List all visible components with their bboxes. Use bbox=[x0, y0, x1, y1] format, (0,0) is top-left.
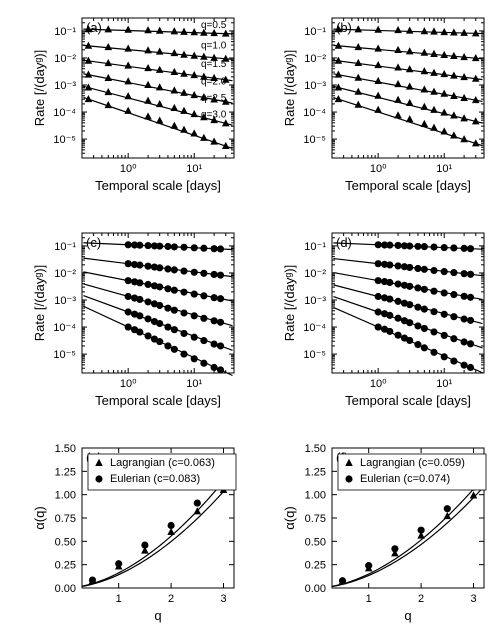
xlabel: Temporal scale [days] bbox=[345, 393, 471, 408]
ylabel: α(q) bbox=[282, 506, 297, 529]
xtick-label: 1 bbox=[366, 593, 372, 605]
panel-f: 1230.000.250.500.751.001.251.50qα(q)(f)L… bbox=[282, 443, 486, 623]
legend-item: Lagrangian (c=0.059) bbox=[360, 457, 465, 469]
ytick-label: 10⁻¹ bbox=[304, 241, 326, 253]
xlabel: q bbox=[154, 608, 161, 623]
ylabel: Rate [/(dayᵍ)] bbox=[32, 50, 47, 126]
xtick-label: 2 bbox=[418, 593, 424, 605]
xtick-label: 10¹ bbox=[436, 378, 452, 390]
legend-item: Eulerian (c=0.083) bbox=[110, 473, 200, 485]
xtick-label: 10⁰ bbox=[120, 378, 137, 390]
series-note: q=2.0 bbox=[201, 76, 227, 87]
ytick-label: 1.50 bbox=[305, 443, 326, 455]
ytick-label: 10⁻⁵ bbox=[303, 349, 326, 361]
figure: { "layout": { "w": 500, "h": 644, "col_l… bbox=[0, 0, 500, 644]
xtick-label: 10⁰ bbox=[120, 163, 137, 175]
xlabel: Temporal scale [days] bbox=[95, 393, 221, 408]
ytick-label: 1.50 bbox=[55, 443, 76, 455]
xtick-label: 10¹ bbox=[436, 163, 452, 175]
ytick-label: 0.25 bbox=[305, 560, 326, 572]
fit-line bbox=[332, 487, 484, 587]
ytick-label: 10⁻² bbox=[304, 268, 326, 280]
ytick-label: 0.75 bbox=[305, 513, 326, 525]
ytick-label: 1.25 bbox=[55, 466, 76, 478]
xtick-label: 10¹ bbox=[186, 378, 202, 390]
panel-b: 10⁰ 10¹ 10⁻⁵ 10⁻⁴ 10⁻³ 10⁻² 10⁻¹ Temporal scale… bbox=[282, 18, 484, 193]
panel-c: 10⁰ 10¹ 10⁻⁵ 10⁻⁴ 10⁻³ 10⁻² 10⁻¹ Temporal scale… bbox=[32, 233, 234, 408]
xtick-label: 1 bbox=[116, 593, 122, 605]
xlabel: Temporal scale [days] bbox=[95, 178, 221, 193]
ytick-label: 0.00 bbox=[55, 583, 76, 595]
ytick-label: 10⁻² bbox=[54, 268, 76, 280]
ytick-label: 10⁻⁵ bbox=[53, 134, 76, 146]
xlabel: Temporal scale [days] bbox=[345, 178, 471, 193]
ytick-label: 0.50 bbox=[305, 536, 326, 548]
ytick-label: 10⁻⁵ bbox=[53, 349, 76, 361]
ytick-label: 1.25 bbox=[305, 466, 326, 478]
fit-line bbox=[332, 477, 484, 586]
panel-a: 10⁰ 10¹ 10⁻⁵ 10⁻⁴ 10⁻³ 10⁻² 10⁻¹ Temporal scale… bbox=[32, 18, 234, 193]
ytick-label: 10⁻⁴ bbox=[303, 322, 326, 334]
ytick-label: 0.25 bbox=[55, 560, 76, 572]
panel-d: 10⁰ 10¹ 10⁻⁵ 10⁻⁴ 10⁻³ 10⁻² 10⁻¹ Temporal scale… bbox=[282, 233, 484, 408]
ytick-label: 10⁻³ bbox=[54, 295, 76, 307]
ytick-label: 0.00 bbox=[305, 583, 326, 595]
series-note: q=2.5 bbox=[201, 93, 227, 104]
figure-svg: 10⁰ 10¹ 10⁻⁵ 10⁻⁴ 10⁻³ 10⁻² 10⁻¹ Temporal scale… bbox=[0, 0, 500, 644]
legend-item: Eulerian (c=0.074) bbox=[360, 473, 450, 485]
ytick-label: 10⁻⁴ bbox=[53, 322, 76, 334]
ytick-label: 10⁻⁵ bbox=[303, 134, 326, 146]
ytick-label: 10⁻⁴ bbox=[53, 107, 76, 119]
xtick-label: 10⁰ bbox=[370, 163, 387, 175]
ylabel: Rate [/(dayᵍ)] bbox=[282, 50, 297, 126]
xtick-label: 3 bbox=[470, 593, 476, 605]
ytick-label: 0.75 bbox=[55, 513, 76, 525]
xtick-label: 10¹ bbox=[186, 163, 202, 175]
series-note: q=0.5 bbox=[201, 20, 227, 31]
ytick-label: 10⁻³ bbox=[304, 80, 326, 92]
panel-label: (d) bbox=[336, 235, 352, 250]
ytick-label: 10⁻⁴ bbox=[303, 107, 326, 119]
ytick-label: 10⁻¹ bbox=[304, 26, 326, 38]
ytick-label: 10⁻¹ bbox=[54, 241, 76, 253]
ylabel: Rate [/(dayᵍ)] bbox=[282, 265, 297, 341]
series-note: q=1.0 bbox=[201, 41, 227, 52]
xtick-label: 10⁰ bbox=[370, 378, 387, 390]
ylabel: α(q) bbox=[32, 506, 47, 529]
ytick-label: 10⁻² bbox=[54, 53, 76, 65]
xtick-label: 3 bbox=[220, 593, 226, 605]
xlabel: q bbox=[404, 608, 411, 623]
ytick-label: 10⁻³ bbox=[304, 295, 326, 307]
series-note: q=1.5 bbox=[201, 59, 227, 70]
panel-e: 1230.000.250.500.751.001.251.50qα(q)(e)L… bbox=[32, 443, 236, 623]
ylabel: Rate [/(dayᵍ)] bbox=[32, 265, 47, 341]
ytick-label: 1.00 bbox=[305, 490, 326, 502]
series-note: q=3.0 bbox=[201, 110, 227, 121]
ytick-label: 10⁻² bbox=[304, 53, 326, 65]
ytick-label: 1.00 bbox=[55, 490, 76, 502]
ytick-label: 10⁻¹ bbox=[54, 26, 76, 38]
ytick-label: 10⁻³ bbox=[54, 80, 76, 92]
legend-item: Lagrangian (c=0.063) bbox=[110, 457, 215, 469]
xtick-label: 2 bbox=[168, 593, 174, 605]
ytick-label: 0.50 bbox=[55, 536, 76, 548]
